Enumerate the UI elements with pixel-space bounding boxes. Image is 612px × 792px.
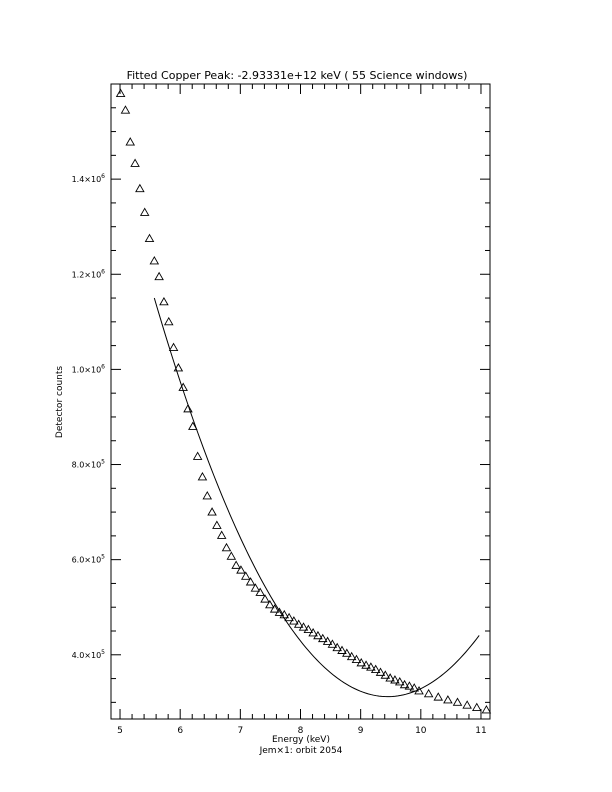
data-point bbox=[394, 676, 405, 686]
x-ticks bbox=[119, 84, 482, 719]
data-point bbox=[197, 471, 208, 481]
data-point bbox=[361, 660, 371, 669]
y-tick-label: 1.4×106 bbox=[72, 173, 106, 184]
data-point bbox=[332, 642, 342, 652]
y-tick-label: 4.0×105 bbox=[72, 649, 106, 660]
data-point bbox=[226, 551, 237, 560]
x-tick-label: 8 bbox=[298, 726, 304, 736]
data-point bbox=[120, 105, 131, 114]
data-points bbox=[115, 88, 492, 714]
data-point bbox=[433, 692, 444, 701]
data-point bbox=[481, 705, 492, 714]
x-tick-label: 10 bbox=[415, 726, 427, 736]
data-point bbox=[390, 675, 400, 684]
data-point bbox=[380, 670, 391, 679]
data-point bbox=[240, 571, 251, 580]
data-point bbox=[154, 271, 164, 281]
chart-title: Fitted Copper Peak: -2.93331e+12 keV ( 5… bbox=[127, 69, 468, 82]
data-point bbox=[342, 648, 352, 657]
data-point bbox=[370, 664, 381, 673]
data-point bbox=[149, 256, 160, 265]
y-axis-label: Detector counts bbox=[55, 366, 65, 438]
y-tick-label: 1.0×106 bbox=[72, 363, 106, 374]
data-point bbox=[274, 607, 285, 616]
data-point bbox=[298, 622, 309, 631]
data-point bbox=[423, 688, 434, 698]
data-point bbox=[443, 695, 453, 704]
data-point bbox=[260, 594, 270, 603]
data-point bbox=[471, 702, 482, 712]
data-point bbox=[183, 403, 193, 413]
x-tick-labels: 5 6 7 8 9 10 11 bbox=[117, 726, 487, 736]
data-point bbox=[139, 207, 150, 216]
data-point bbox=[245, 577, 256, 586]
x-tick-label: 9 bbox=[358, 726, 364, 736]
data-point bbox=[168, 342, 179, 351]
y-ticks bbox=[111, 83, 490, 703]
data-point bbox=[125, 137, 136, 146]
data-point bbox=[452, 697, 463, 706]
x-tick-label: 6 bbox=[177, 726, 183, 736]
data-point bbox=[173, 363, 184, 372]
data-point bbox=[216, 530, 227, 539]
data-point bbox=[135, 183, 145, 193]
data-point bbox=[144, 233, 155, 243]
data-point bbox=[221, 542, 232, 552]
y-tick-label: 1.2×106 bbox=[72, 268, 106, 279]
data-point bbox=[404, 681, 415, 690]
data-point bbox=[337, 645, 347, 654]
data-point bbox=[399, 679, 410, 689]
data-point bbox=[356, 657, 367, 667]
chart-subtitle: Jem×1: orbit 2054 bbox=[259, 746, 343, 756]
data-point bbox=[351, 654, 362, 663]
x-axis-label: Energy (keV) bbox=[272, 735, 330, 745]
data-point bbox=[159, 296, 169, 306]
x-tick-label: 7 bbox=[237, 726, 243, 736]
data-point bbox=[375, 667, 386, 676]
data-point bbox=[202, 491, 213, 500]
data-point bbox=[293, 619, 304, 628]
data-point bbox=[231, 560, 241, 569]
data-point bbox=[313, 630, 323, 640]
data-point bbox=[385, 673, 395, 682]
data-point bbox=[255, 587, 265, 596]
data-point bbox=[322, 636, 333, 645]
data-point bbox=[317, 633, 328, 643]
data-point bbox=[188, 421, 198, 430]
y-tick-labels: 4.0×105 6.0×105 8.0×105 1.0×106 1.2×106 1.4×1… bbox=[72, 173, 106, 660]
data-point bbox=[289, 616, 299, 625]
data-point bbox=[308, 627, 318, 637]
data-point bbox=[163, 316, 174, 326]
data-point bbox=[269, 604, 280, 613]
data-point bbox=[462, 700, 472, 709]
data-point bbox=[236, 565, 246, 574]
data-point bbox=[366, 662, 376, 671]
data-point bbox=[346, 651, 357, 661]
y-tick-label: 6.0×105 bbox=[72, 554, 106, 565]
x-tick-label: 5 bbox=[117, 726, 123, 736]
data-point bbox=[115, 88, 126, 97]
data-point bbox=[265, 599, 275, 609]
data-point bbox=[212, 520, 222, 529]
x-tick-label: 11 bbox=[475, 726, 486, 736]
data-point bbox=[327, 639, 338, 648]
data-point bbox=[207, 507, 217, 516]
data-point bbox=[192, 451, 203, 460]
fit-curve bbox=[153, 297, 480, 698]
y-tick-label: 8.0×105 bbox=[72, 459, 106, 470]
data-point bbox=[130, 158, 140, 167]
data-point bbox=[284, 612, 294, 622]
data-point bbox=[303, 624, 314, 634]
data-point bbox=[250, 583, 261, 592]
